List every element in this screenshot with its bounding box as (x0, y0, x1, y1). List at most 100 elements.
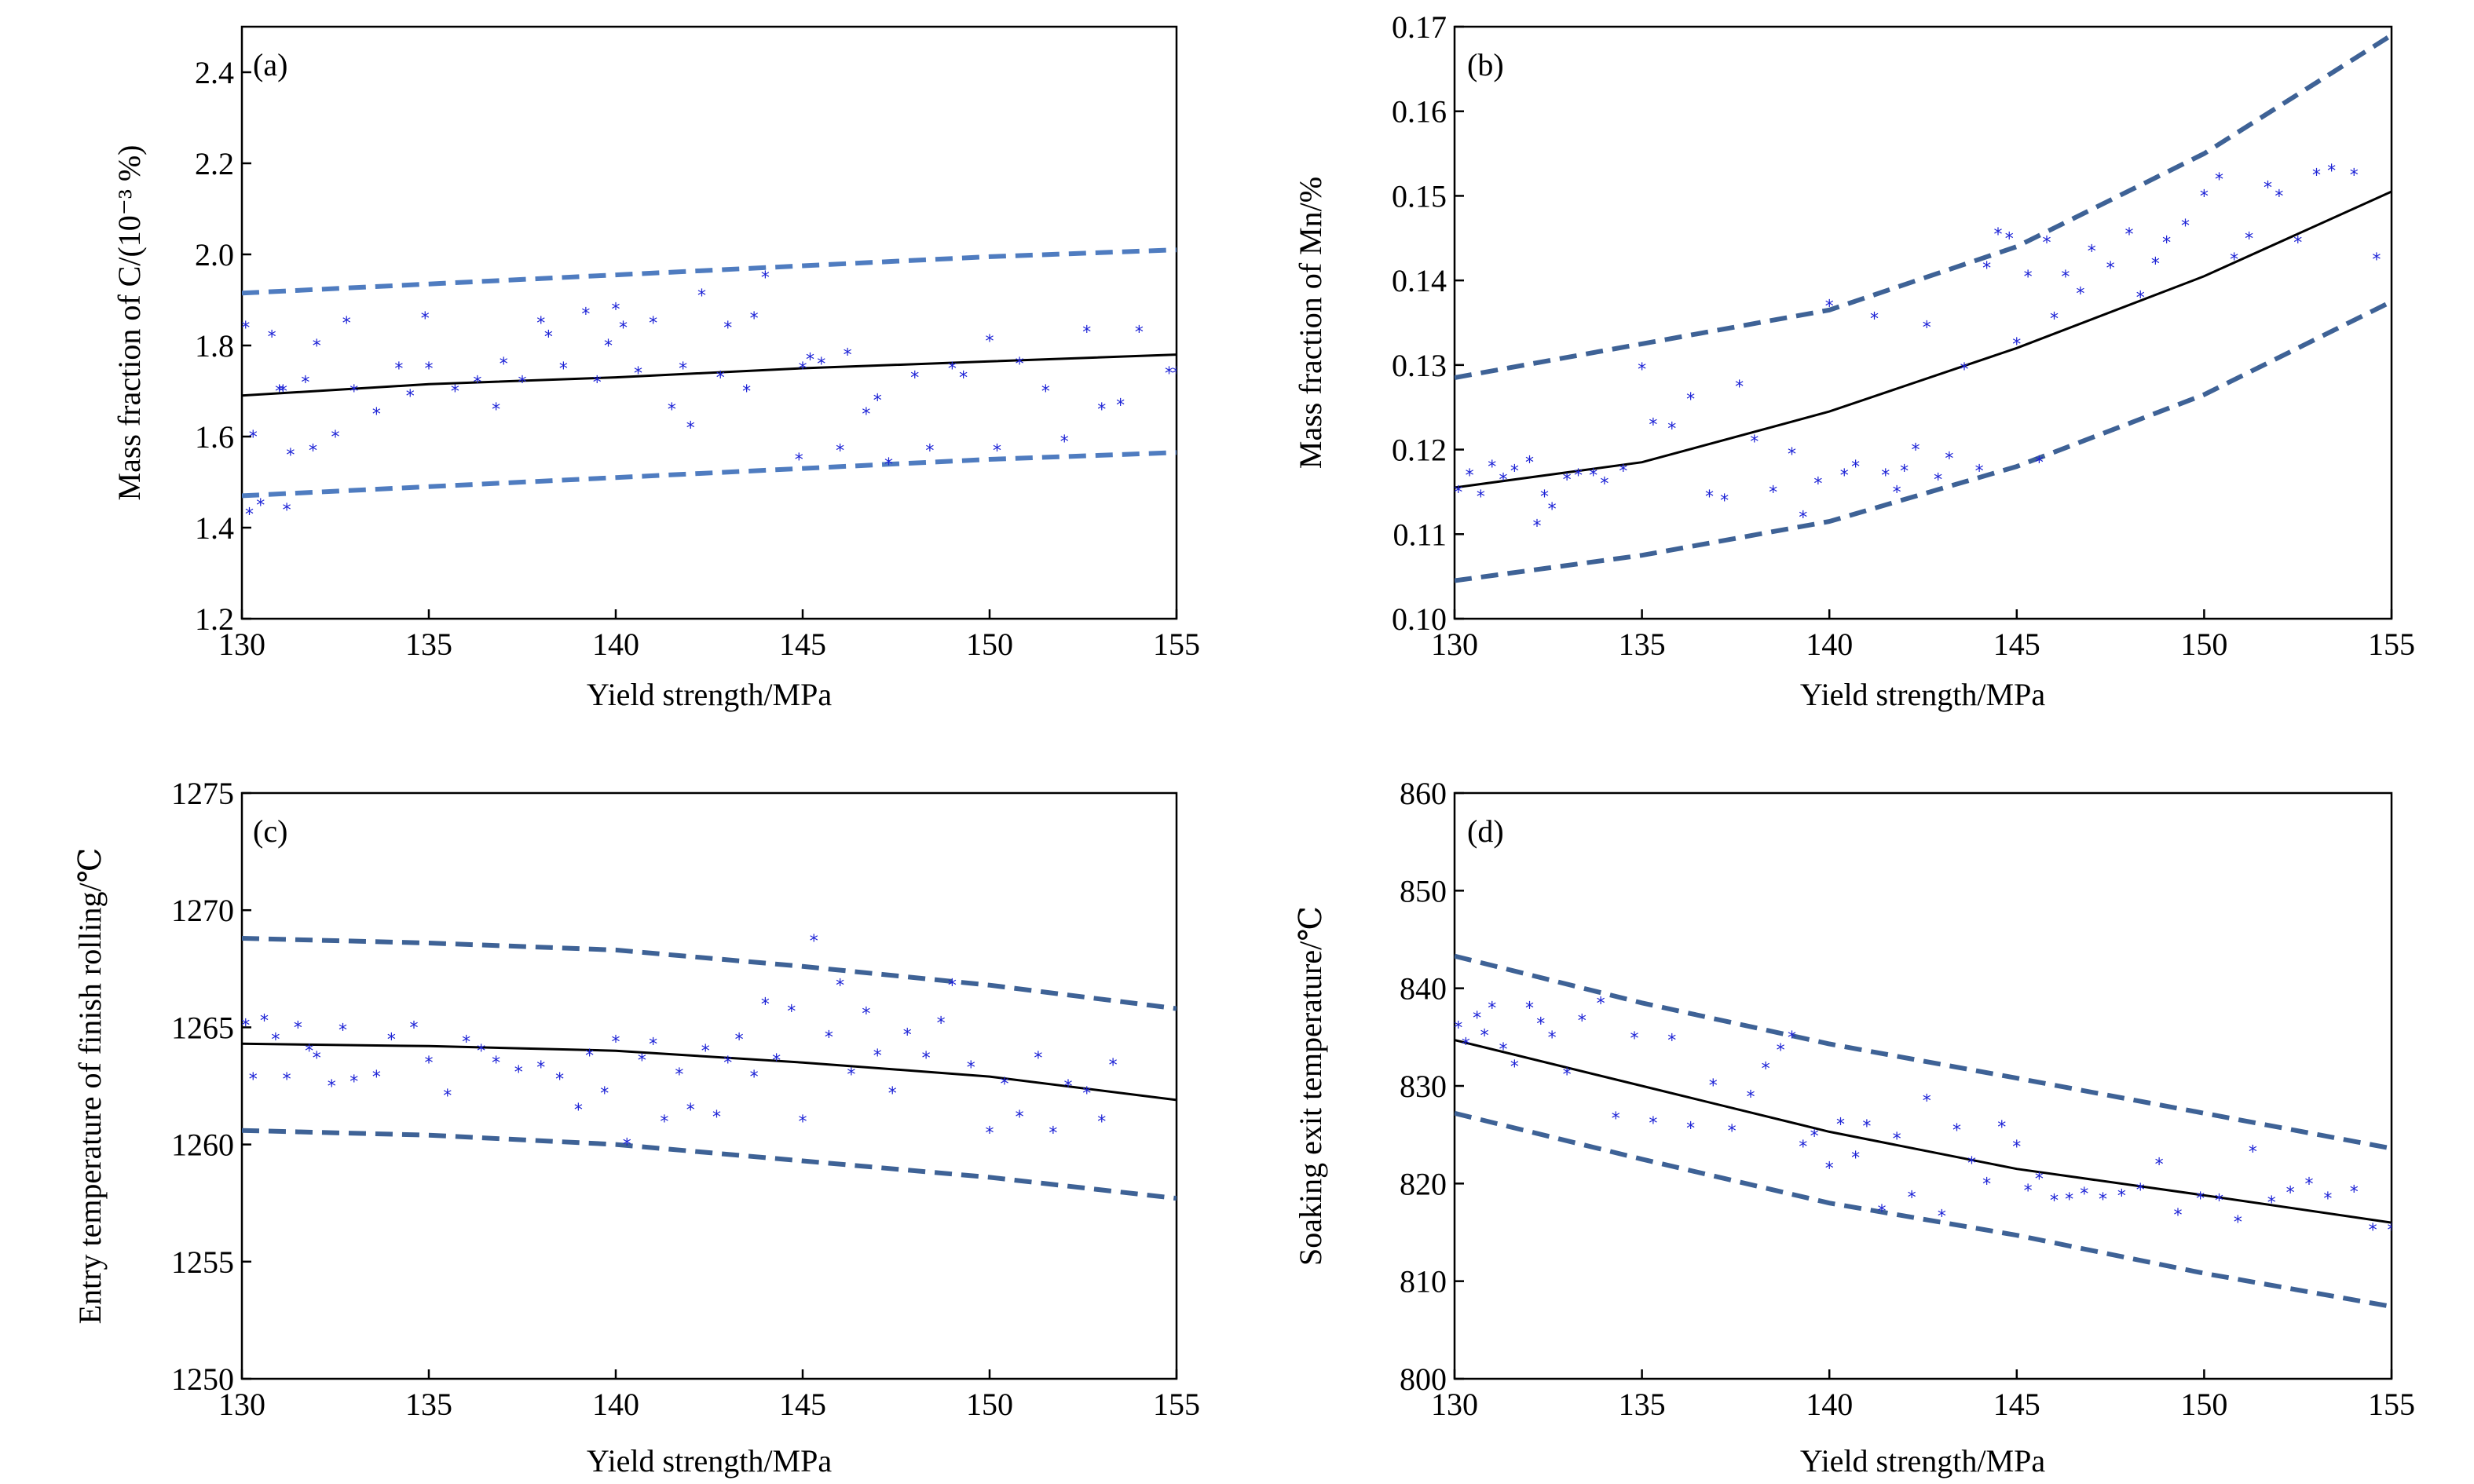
data-point: * (1578, 1012, 1587, 1032)
data-point: * (2106, 259, 2115, 279)
data-point: * (1097, 400, 1106, 420)
data-point: * (1851, 1149, 1860, 1168)
data-point: * (1563, 1065, 1572, 1085)
x-tick-label: 155 (1153, 1387, 1200, 1422)
data-point: * (1746, 1088, 1755, 1108)
upper-bound-line (242, 936, 1177, 1011)
data-point: * (1881, 466, 1890, 486)
data-point: * (1060, 433, 1069, 452)
data-point: * (425, 360, 434, 379)
data-point: * (1825, 1159, 1834, 1179)
panel-d: (d) Yield strength/MPa Soaking exit temp… (1293, 776, 2415, 1479)
data-point: * (1499, 470, 1508, 490)
data-point: * (2050, 310, 2059, 330)
lower-bound-line (1455, 299, 2392, 583)
data-point: * (1109, 1056, 1118, 1076)
y-tick-label: 830 (1400, 1069, 1447, 1104)
y-tick-label: 0.17 (1392, 9, 1447, 45)
fit-line (1455, 190, 2392, 489)
data-point: * (1836, 1115, 1845, 1135)
data-point: * (544, 327, 553, 347)
data-point: * (2151, 255, 2160, 275)
panel-tag: (a) (253, 47, 287, 82)
x-tick-label: 130 (1431, 1387, 1478, 1422)
data-point: * (1900, 462, 1909, 482)
data-point: * (313, 337, 321, 356)
data-point: * (1735, 378, 1744, 397)
data-point: * (1960, 360, 1968, 380)
data-point: * (2136, 1181, 2145, 1201)
x-tick-label: 150 (966, 627, 1013, 662)
y-tick-label: 1275 (171, 776, 234, 811)
data-point: * (555, 1070, 564, 1090)
data-point: * (1540, 488, 1549, 507)
data-point: * (1705, 488, 1714, 507)
data-point: * (1082, 323, 1091, 343)
data-point: * (1923, 318, 1931, 338)
y-tick-label: 860 (1400, 776, 1447, 811)
data-point: * (600, 1084, 609, 1104)
y-tick-label: 1255 (171, 1245, 234, 1280)
data-point: * (1016, 1108, 1024, 1128)
data-point: * (888, 1084, 897, 1104)
data-point: * (675, 1065, 683, 1085)
data-point: * (1116, 396, 1125, 415)
data-point: * (1016, 355, 1024, 375)
x-axis-label: Yield strength/MPa (1800, 1443, 2045, 1479)
data-point: * (750, 1068, 759, 1087)
data-point: * (286, 446, 295, 466)
data-point: * (1982, 259, 1991, 279)
data-point: * (2173, 1206, 2182, 1226)
y-tick-label: 1.8 (195, 328, 234, 364)
y-tick-label: 1.4 (195, 510, 234, 546)
data-point: * (612, 1033, 620, 1052)
data-point: * (836, 441, 844, 461)
data-point: * (1638, 360, 1646, 380)
data-point: * (260, 1011, 269, 1031)
data-point: * (810, 932, 818, 952)
x-tick-label: 155 (2368, 1387, 2415, 1422)
data-point: * (409, 1018, 418, 1038)
data-point: * (492, 1054, 500, 1073)
plot-frame (1453, 25, 2393, 620)
data-point: * (1082, 1084, 1091, 1104)
data-point: * (1975, 462, 1984, 482)
data-point: * (2215, 170, 2223, 190)
data-point: * (1993, 225, 2002, 245)
panel-tag: (d) (1467, 813, 1504, 849)
y-tick-label: 1260 (171, 1128, 234, 1163)
data-point: * (1510, 1058, 1519, 1077)
data-point: * (1532, 517, 1541, 537)
data-point: * (1135, 323, 1144, 343)
data-point: * (1911, 441, 1920, 461)
data-point: * (1967, 1154, 1976, 1174)
data-point: * (799, 360, 807, 379)
x-tick-label: 150 (2180, 1387, 2227, 1422)
data-point: * (772, 1051, 781, 1071)
y-tick-label: 2.4 (195, 55, 234, 90)
data-point: * (844, 346, 852, 366)
data-point: * (1612, 1109, 1620, 1129)
plot-frame (1453, 791, 2393, 1380)
data-point: * (1499, 1040, 1508, 1060)
data-point: * (1799, 509, 1807, 528)
data-point: * (1923, 1092, 1931, 1112)
data-point: * (619, 319, 628, 338)
data-point: * (959, 369, 968, 389)
data-point: * (1788, 1029, 1796, 1048)
data-point: * (967, 1058, 975, 1078)
data-point: * (2050, 1191, 2059, 1211)
upper-bound-line (242, 247, 1177, 296)
data-point: * (1041, 382, 1050, 402)
data-point: * (2286, 1184, 2295, 1204)
data-point: * (679, 360, 687, 379)
x-tick-label: 135 (1619, 1387, 1666, 1422)
data-point: * (372, 405, 381, 425)
data-point: * (301, 373, 309, 393)
data-point: * (623, 1136, 631, 1156)
data-point: * (1597, 994, 1605, 1014)
data-point: * (387, 1030, 396, 1050)
panel-a: (a) Yield strength/MPa Mass fraction of … (112, 25, 1200, 712)
x-tick-label: 135 (405, 627, 452, 662)
